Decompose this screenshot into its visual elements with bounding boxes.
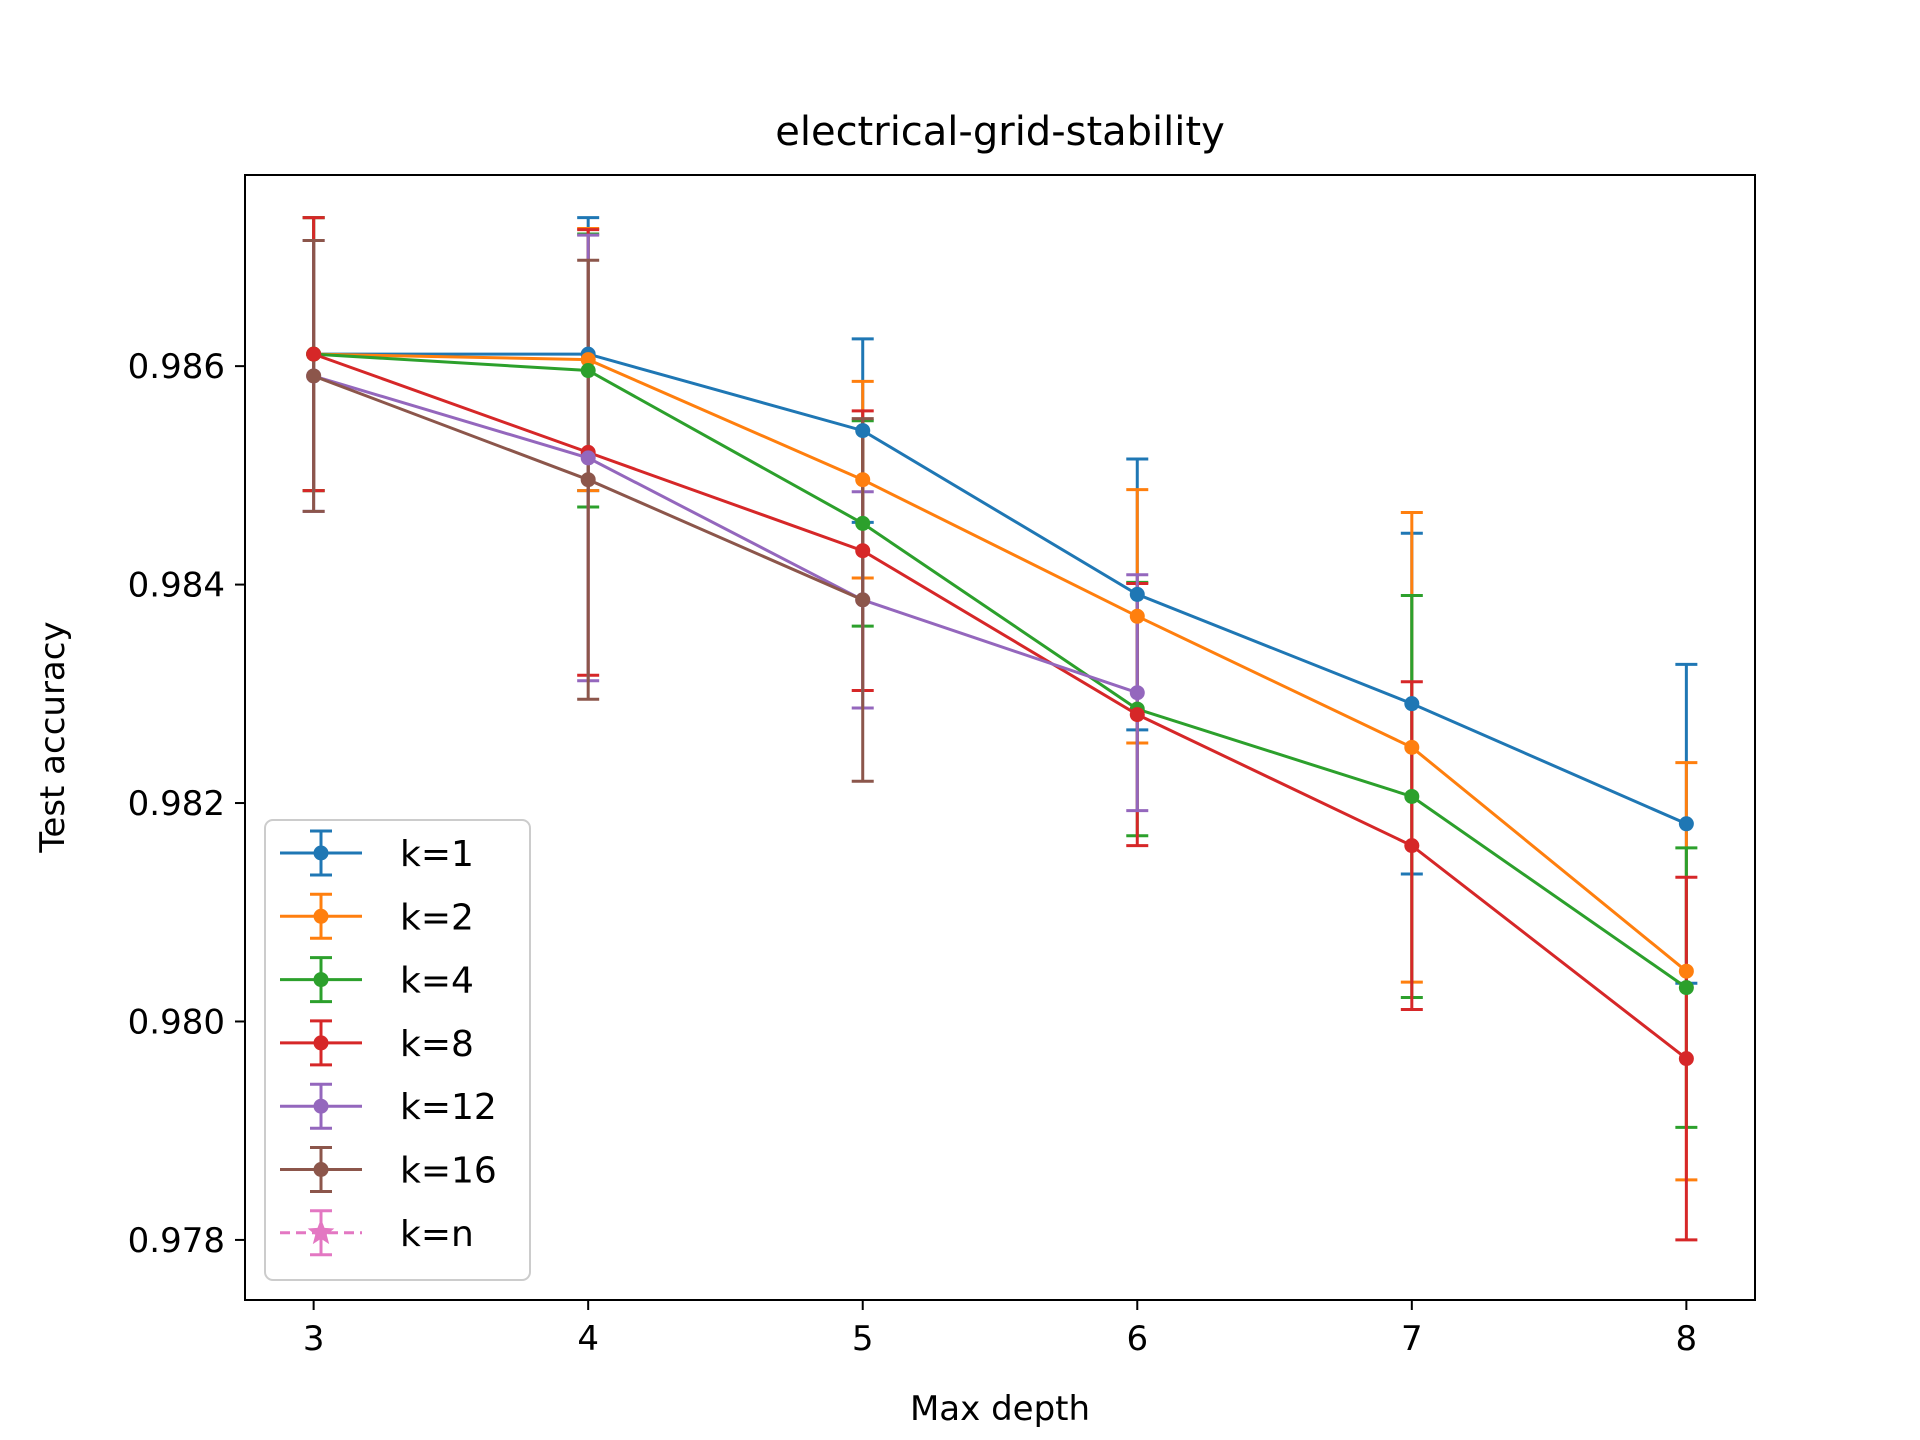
legend-marker (313, 1035, 329, 1051)
data-point (580, 450, 596, 466)
data-point (1678, 816, 1694, 832)
x-tick-label: 5 (852, 1319, 874, 1359)
data-point (855, 592, 871, 608)
x-tick-label: 3 (303, 1319, 325, 1359)
legend-label: k=4 (400, 961, 474, 1002)
legend-label: k=12 (400, 1087, 497, 1128)
x-axis: 3 4 5 6 7 8 (303, 1300, 1697, 1359)
legend-marker (313, 908, 329, 924)
legend-label: k=16 (400, 1151, 497, 1192)
plot-frame (244, 174, 1756, 1301)
legend-item-k=8: k=8 (280, 1019, 474, 1067)
data-point (580, 472, 596, 488)
series-line (313, 352, 1688, 826)
series-line (313, 374, 1138, 695)
legend-marker (313, 1098, 329, 1114)
legend-marker-star (307, 1218, 335, 1245)
data-point (855, 515, 871, 531)
y-tick-label: 0.982 (128, 784, 225, 824)
data-point (1678, 980, 1694, 996)
data-point (1129, 608, 1145, 624)
legend-item-k=2: k=2 (280, 892, 474, 940)
data-point (1129, 586, 1145, 602)
legend-label: k=2 (400, 897, 474, 938)
legend: k=1 k=2 k=4 k=8 k=12 k=16 k=n (264, 819, 531, 1281)
legend-item-k=4: k=4 (280, 956, 474, 1004)
data-point (855, 543, 871, 559)
x-tick-label: 8 (1676, 1319, 1698, 1359)
y-tick-label: 0.986 (128, 347, 225, 387)
data-point (855, 472, 871, 488)
y-tick-label: 0.978 (128, 1221, 225, 1261)
legend-item-k=12: k=12 (280, 1082, 497, 1130)
data-point (1129, 707, 1145, 723)
data-point (1678, 963, 1694, 979)
series-line-k=16 (306, 368, 871, 608)
y-axis: 0.978 0.980 0.982 0.984 0.986 (128, 347, 245, 1261)
data-point (1678, 1051, 1694, 1067)
data-point (1404, 696, 1420, 712)
legend-label: k=1 (400, 834, 474, 875)
legend-label: k=n (400, 1214, 474, 1255)
legend-marker (313, 972, 329, 988)
data-point (1129, 685, 1145, 701)
data-point (1404, 838, 1420, 854)
y-tick-label: 0.980 (128, 1002, 225, 1042)
legend-marker (313, 1162, 329, 1177)
data-point (1404, 739, 1420, 755)
x-tick-label: 4 (577, 1319, 599, 1359)
legend-label: k=8 (400, 1024, 474, 1065)
data-point (1404, 788, 1420, 804)
data-point (580, 363, 596, 379)
legend-marker (313, 845, 329, 861)
legend-item-k=1: k=1 (280, 829, 474, 877)
y-tick-label: 0.984 (128, 566, 225, 606)
data-point (306, 368, 322, 384)
chart-title: electrical-grid-stability (775, 109, 1225, 155)
x-axis-label: Max depth (910, 1389, 1090, 1429)
data-point (855, 423, 871, 439)
x-tick-label: 7 (1401, 1319, 1423, 1359)
plot-content (302, 216, 1698, 1242)
series-line (313, 352, 1688, 1060)
x-tick-label: 6 (1126, 1319, 1148, 1359)
legend-item-k=16: k=16 (280, 1146, 497, 1193)
data-point (306, 346, 322, 362)
data-point (580, 352, 596, 368)
legend-item-k=n: k=n (280, 1209, 474, 1257)
series-line (313, 352, 1688, 989)
y-axis-label: Test accuracy (33, 621, 73, 853)
legend-frame (264, 819, 531, 1281)
series-line (313, 352, 1688, 973)
